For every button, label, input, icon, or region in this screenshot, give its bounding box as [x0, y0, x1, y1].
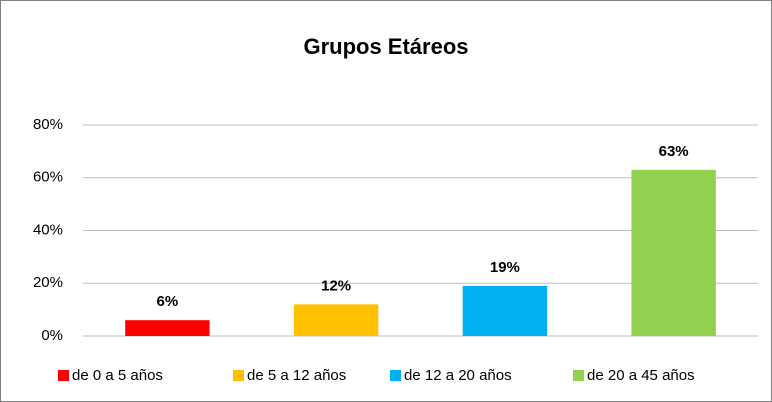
legend-swatch [390, 370, 401, 381]
bar [293, 304, 379, 336]
legend-label: de 20 a 45 años [587, 367, 695, 384]
legend-label: de 0 a 5 años [72, 367, 163, 384]
legend-label: de 12 a 20 años [404, 367, 512, 384]
y-tick-label: 0% [41, 327, 63, 344]
legend-swatch [573, 370, 584, 381]
y-tick-label: 20% [33, 274, 63, 291]
legend-label: de 5 a 12 años [247, 367, 346, 384]
chart-title: Grupos Etáreos [303, 34, 468, 59]
bar [631, 169, 716, 336]
data-label: 6% [157, 293, 179, 310]
y-tick-label: 60% [33, 169, 63, 186]
data-label: 12% [321, 277, 351, 294]
data-label: 63% [659, 143, 689, 160]
data-label: 19% [490, 259, 520, 276]
y-tick-label: 80% [33, 116, 63, 133]
legend-swatch [58, 370, 69, 381]
y-tick-label: 40% [33, 221, 63, 238]
bar [462, 285, 548, 336]
bar [125, 320, 210, 336]
legend-swatch [233, 370, 244, 381]
